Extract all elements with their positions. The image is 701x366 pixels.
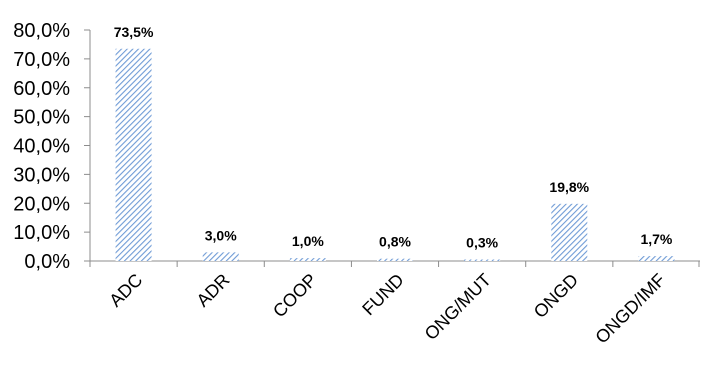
bar-fund [377,258,413,261]
y-tick-label: 10,0% [13,222,70,244]
category-label: ONG/MUT [421,270,495,344]
data-label: 73,5% [114,24,154,40]
category-label: ONGD/IMF [591,270,669,348]
category-label: ONGD [530,270,582,322]
category-label: ADR [193,270,234,311]
y-tick-label: 40,0% [13,136,70,158]
data-labels: 73,5% 3,0% 1,0% 0,8% 0,3% 19,8% 1,7% [114,24,673,251]
y-tick-label: 60,0% [13,78,70,100]
x-axis [89,260,700,267]
category-label: COOP [269,270,321,322]
data-label: 3,0% [205,227,237,243]
y-tick-label: 80,0% [13,20,70,42]
bar-ong-mut [464,259,501,261]
y-tick-label: 20,0% [13,193,70,215]
bars [115,48,675,261]
data-label: 1,0% [292,233,324,249]
data-label: 0,8% [379,234,411,250]
category-label: FUND [358,270,407,319]
y-tick-label: 50,0% [13,107,70,129]
data-label: 19,8% [549,179,589,195]
data-label: 0,3% [466,235,498,251]
y-tick-label: 0,0% [24,251,70,273]
bar-adr [202,252,239,261]
category-label: ADC [105,270,146,311]
y-tick-label: 70,0% [13,49,70,71]
bar-adc [115,48,152,261]
category-labels: ADC ADR COOP FUND ONG/MUT ONGD ONGD/IMF [105,270,669,348]
bar-coop [289,258,326,261]
y-axis: 0,0% 10,0% 20,0% 30,0% 40,0% 50,0% 60,0% 70,0% 8… [13,20,91,273]
bar-ongd-imf [638,256,675,261]
bar-ongd [551,203,588,261]
y-tick-label: 30,0% [13,164,70,186]
data-label: 1,7% [640,231,672,247]
